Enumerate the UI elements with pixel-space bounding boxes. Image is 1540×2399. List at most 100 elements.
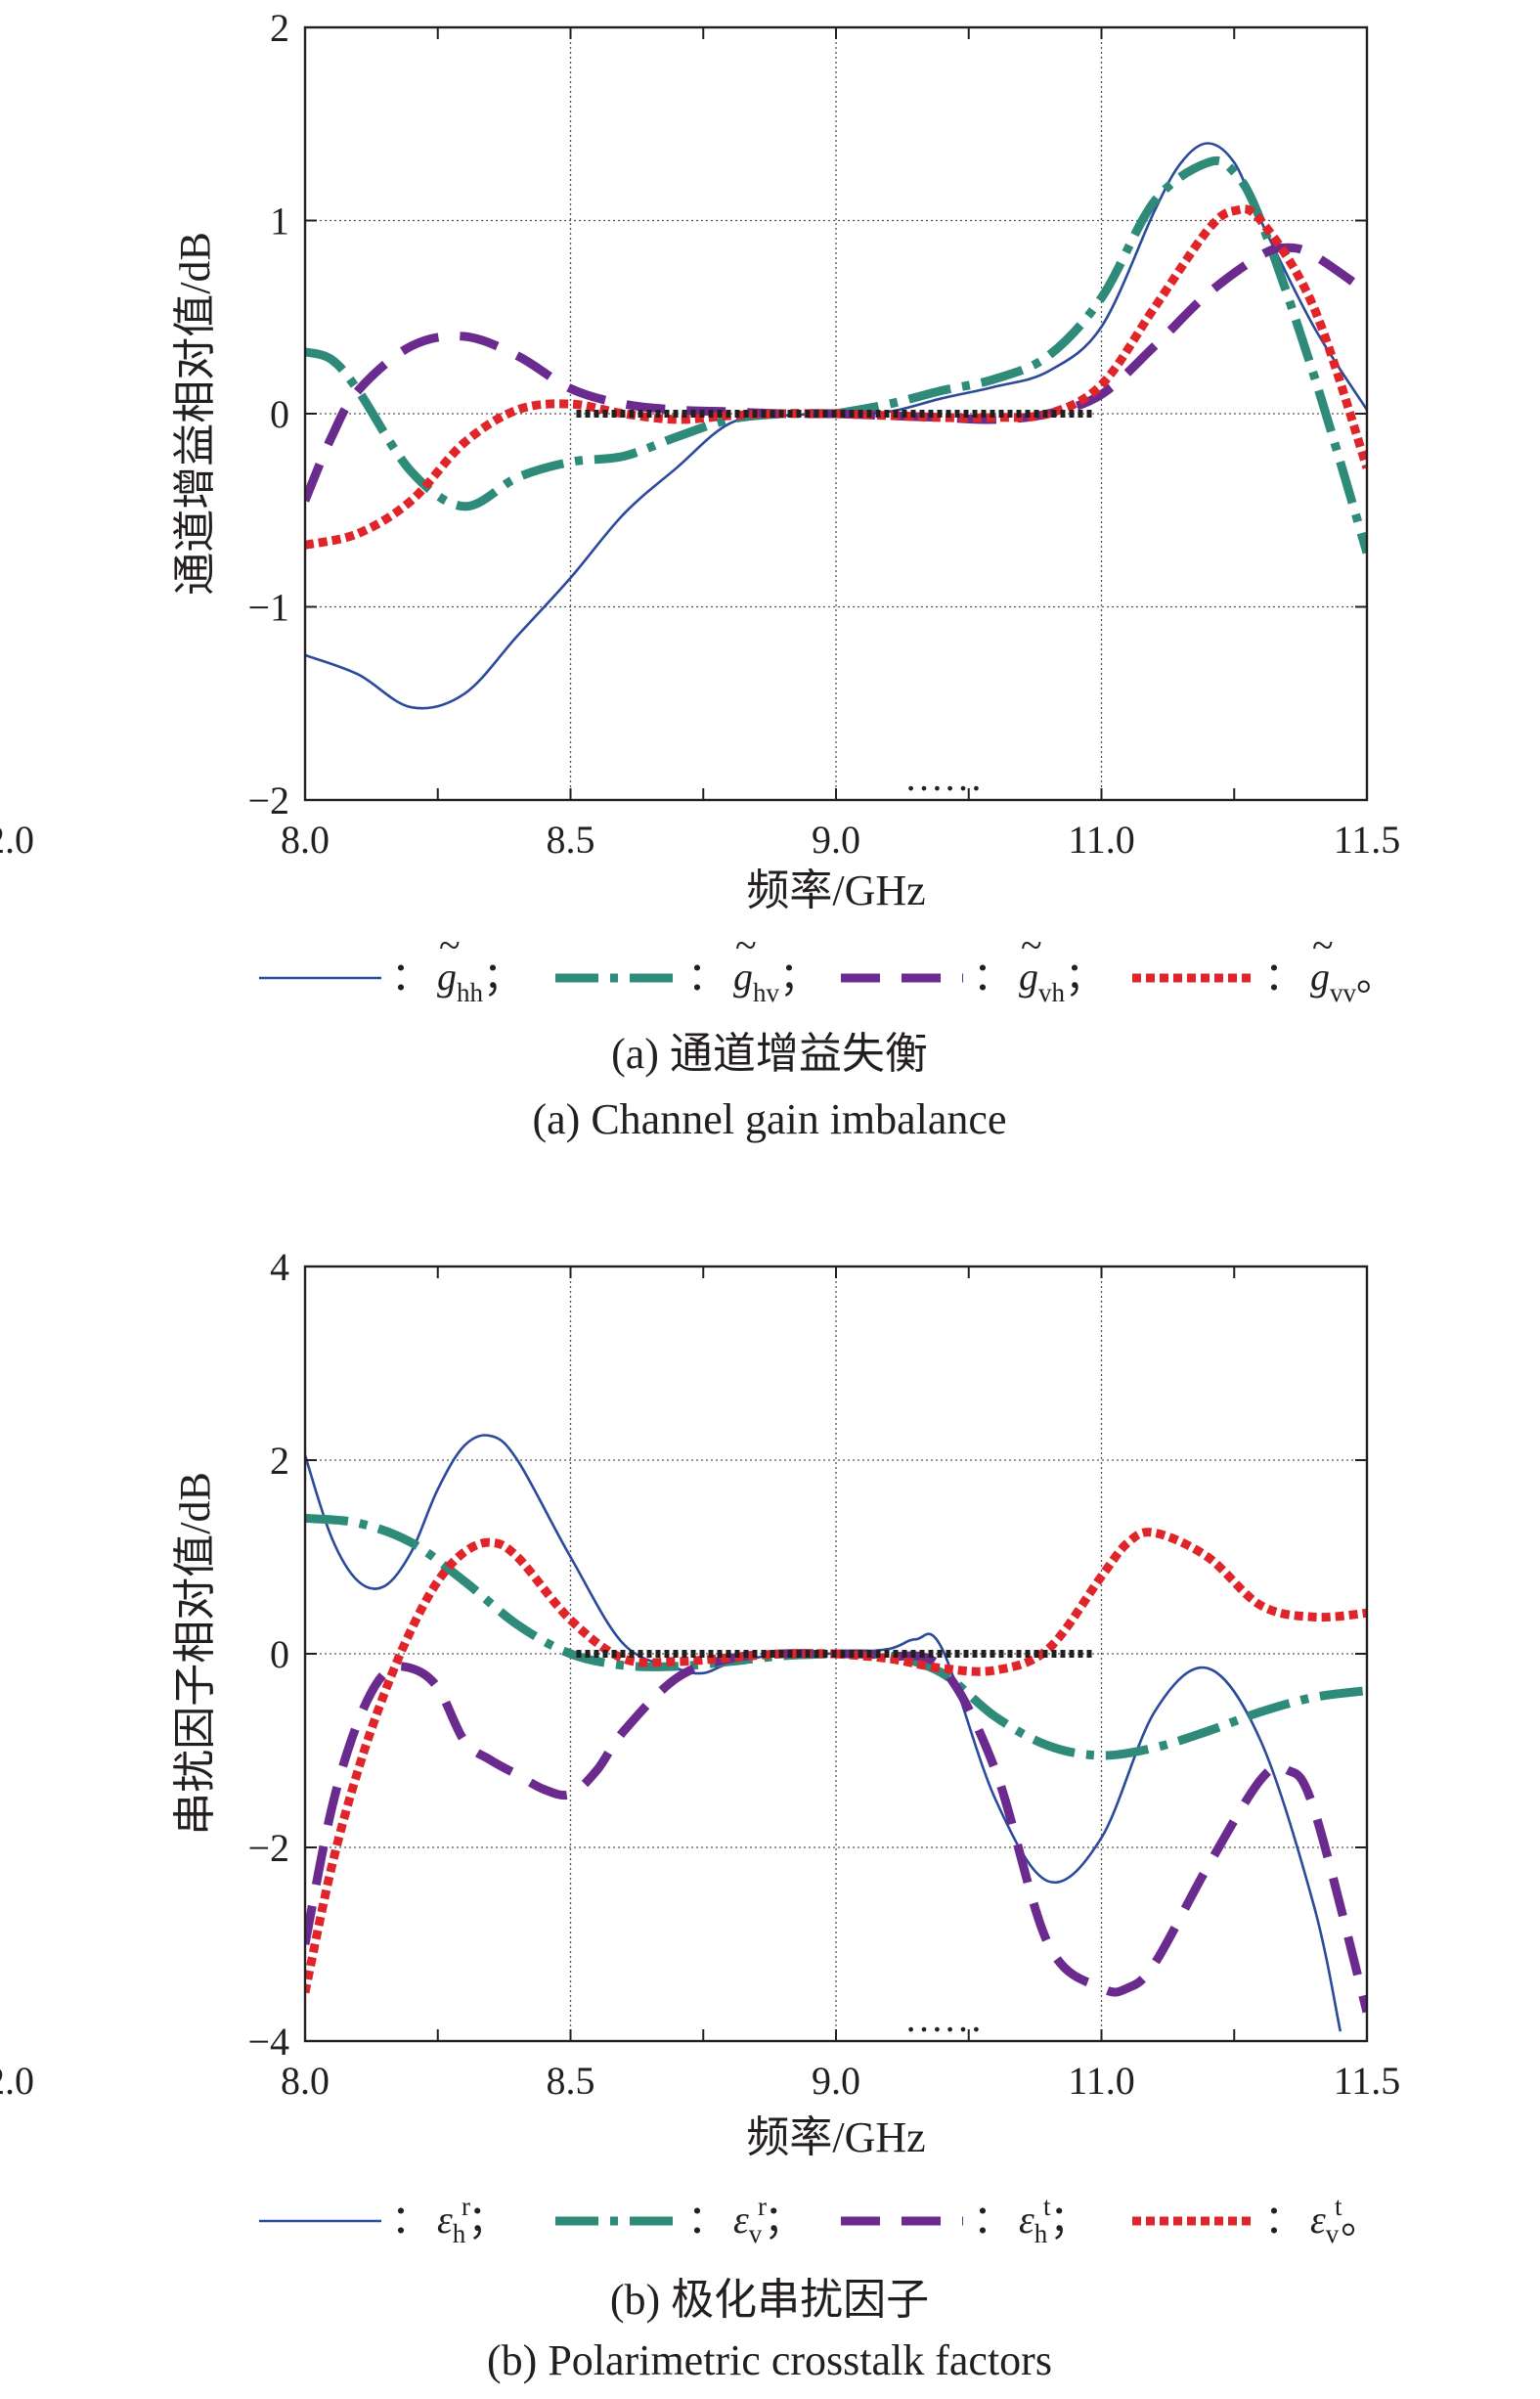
y-tick-label: 2 bbox=[270, 6, 289, 50]
legend-subscript: hh bbox=[457, 978, 484, 1007]
series-group bbox=[305, 1434, 1367, 2032]
legend-separator: ； bbox=[764, 2198, 803, 2242]
x-axis-label: 频率/GHz bbox=[746, 2113, 925, 2161]
legend-tilde: ~ bbox=[1312, 923, 1334, 967]
legend-item-vv: ： εv。t bbox=[1132, 2192, 1380, 2248]
series-line-vh-left bbox=[305, 1649, 837, 1945]
legend-colon: ： bbox=[687, 2198, 726, 2242]
legend-symbol: g bbox=[1310, 955, 1330, 999]
series-line-vh-right bbox=[835, 243, 1367, 424]
series-line-vh-left bbox=[305, 332, 837, 503]
legend-symbol: ε bbox=[733, 2198, 749, 2242]
y-tick-label: 1 bbox=[270, 200, 289, 244]
legend-label: gvv。 bbox=[1310, 955, 1395, 1007]
legend-item-hv: ： ghv； ~ bbox=[555, 923, 818, 1007]
x-tick-label: 11.0 bbox=[1068, 2059, 1135, 2103]
y-tick-label: 2 bbox=[270, 1439, 289, 1483]
legend-symbol: ε bbox=[1310, 2198, 1326, 2242]
legend-label: εh； bbox=[1019, 2198, 1088, 2248]
legend-item-hh: ： ghh； ~ bbox=[259, 923, 522, 1007]
legend-item-hh: ： εh；r bbox=[259, 2192, 506, 2248]
legend: ： ghh；~： ghv；~： gvh；~： gvv。~ bbox=[259, 923, 1395, 1007]
legend: ： εh；r： εv；r： εh；t： εv。t bbox=[259, 2192, 1380, 2248]
legend-symbol: g bbox=[437, 955, 457, 999]
x-tick-label: 8.0 bbox=[281, 2059, 330, 2103]
series-line-hh-left bbox=[305, 1434, 837, 1675]
chart-panel-a: 8.0 8.5 9.0 11.0 11.5 12.0 2 1 0 −1 −2 …… 频率/GHz 通道增益… bbox=[0, 6, 1400, 1143]
tick-marks bbox=[304, 26, 1368, 801]
legend-separator: ； bbox=[1065, 955, 1104, 999]
legend-label: εh； bbox=[437, 2198, 506, 2248]
legend-item-vh: ： εh；t bbox=[841, 2192, 1088, 2248]
legend-tilde: ~ bbox=[439, 923, 461, 967]
y-tick-label: −4 bbox=[247, 2020, 289, 2064]
x-tick-label: 9.0 bbox=[812, 818, 860, 862]
legend-subscript: v bbox=[1326, 2219, 1340, 2248]
tick-marks bbox=[304, 1266, 1368, 2042]
chart-panel-b: 8.0 8.5 9.0 11.0 11.5 12.0 4 2 0 −2 −4 …… 频率/GHz 串扰因子… bbox=[0, 1245, 1400, 2384]
y-tick-label: 0 bbox=[270, 1632, 289, 1676]
y-tick-label: −2 bbox=[247, 1826, 289, 1870]
series-line-vv-left bbox=[305, 1537, 837, 1994]
legend-label: εv。 bbox=[1310, 2198, 1380, 2248]
legend-superscript: r bbox=[758, 2192, 767, 2221]
legend-colon: ： bbox=[973, 955, 1012, 999]
y-tick-label: 4 bbox=[270, 1245, 289, 1289]
legend-subscript: h bbox=[453, 2219, 466, 2248]
legend-item-hv: ： εv；r bbox=[555, 2192, 803, 2248]
legend-tilde: ~ bbox=[735, 923, 757, 967]
caption-english: (b) Polarimetric crosstalk factors bbox=[487, 2336, 1052, 2384]
legend-symbol: ε bbox=[437, 2198, 453, 2242]
x-tick-label: 12.0 bbox=[0, 2059, 34, 2103]
series-line-hv-right bbox=[835, 155, 1367, 555]
legend-symbol: g bbox=[1019, 955, 1038, 999]
legend-colon: ： bbox=[1264, 955, 1303, 999]
legend-colon: ： bbox=[391, 955, 430, 999]
legend-subscript: h bbox=[1034, 2219, 1048, 2248]
legend-subscript: hv bbox=[753, 978, 780, 1007]
caption-chinese: (a) 通道增益失衡 bbox=[611, 1030, 928, 1078]
x-tick-label: 12.0 bbox=[0, 818, 34, 862]
series-line-vv-right bbox=[835, 204, 1367, 469]
legend-separator: ； bbox=[467, 2198, 506, 2242]
series-line-vv-right bbox=[835, 1528, 1367, 1676]
x-tick-label: 8.5 bbox=[547, 818, 595, 862]
caption-english: (a) Channel gain imbalance bbox=[532, 1095, 1006, 1143]
legend-superscript: t bbox=[1335, 2192, 1342, 2221]
legend-separator: ； bbox=[483, 955, 522, 999]
y-tick-label: −1 bbox=[247, 586, 289, 630]
series-line-vv-left bbox=[305, 399, 837, 550]
legend-separator: 。 bbox=[1356, 955, 1395, 999]
legend-superscript: t bbox=[1043, 2192, 1051, 2221]
legend-separator: ； bbox=[779, 955, 818, 999]
axis-break-marker: …… bbox=[904, 755, 983, 799]
legend-symbol: ε bbox=[1019, 2198, 1034, 2242]
caption-chinese: (b) 极化串扰因子 bbox=[610, 2276, 929, 2324]
x-tick-label: 11.5 bbox=[1334, 818, 1401, 862]
legend-colon: ： bbox=[391, 2198, 430, 2242]
legend-item-vv: ： gvv。~ bbox=[1132, 923, 1395, 1007]
series-line-hh-right bbox=[835, 1632, 1342, 2032]
x-tick-label: 8.0 bbox=[281, 818, 330, 862]
x-tick-label: 9.0 bbox=[812, 2059, 860, 2103]
legend-label: gvh； bbox=[1019, 955, 1104, 1007]
series-group bbox=[305, 142, 1367, 710]
legend-symbol: g bbox=[733, 955, 753, 999]
legend-subscript: vh bbox=[1038, 978, 1066, 1007]
y-tick-label: −2 bbox=[247, 778, 289, 822]
legend-subscript: v bbox=[749, 2219, 763, 2248]
legend-tilde: ~ bbox=[1021, 923, 1042, 967]
y-axis-label: 通道增益相对值/dB bbox=[171, 232, 219, 596]
y-tick-label: 0 bbox=[270, 392, 289, 436]
series-line-hh-left bbox=[305, 412, 837, 710]
x-tick-label: 11.5 bbox=[1334, 2059, 1401, 2103]
y-axis-label: 串扰因子相对值/dB bbox=[171, 1472, 219, 1836]
legend-separator: ； bbox=[1049, 2198, 1088, 2242]
legend-subscript: vv bbox=[1330, 978, 1357, 1007]
series-line-vh-right bbox=[835, 1649, 1367, 2014]
legend-label: εv； bbox=[733, 2198, 803, 2248]
legend-colon: ： bbox=[687, 955, 726, 999]
legend-item-vh: ： gvh；~ bbox=[841, 923, 1104, 1007]
legend-colon: ： bbox=[973, 2198, 1012, 2242]
